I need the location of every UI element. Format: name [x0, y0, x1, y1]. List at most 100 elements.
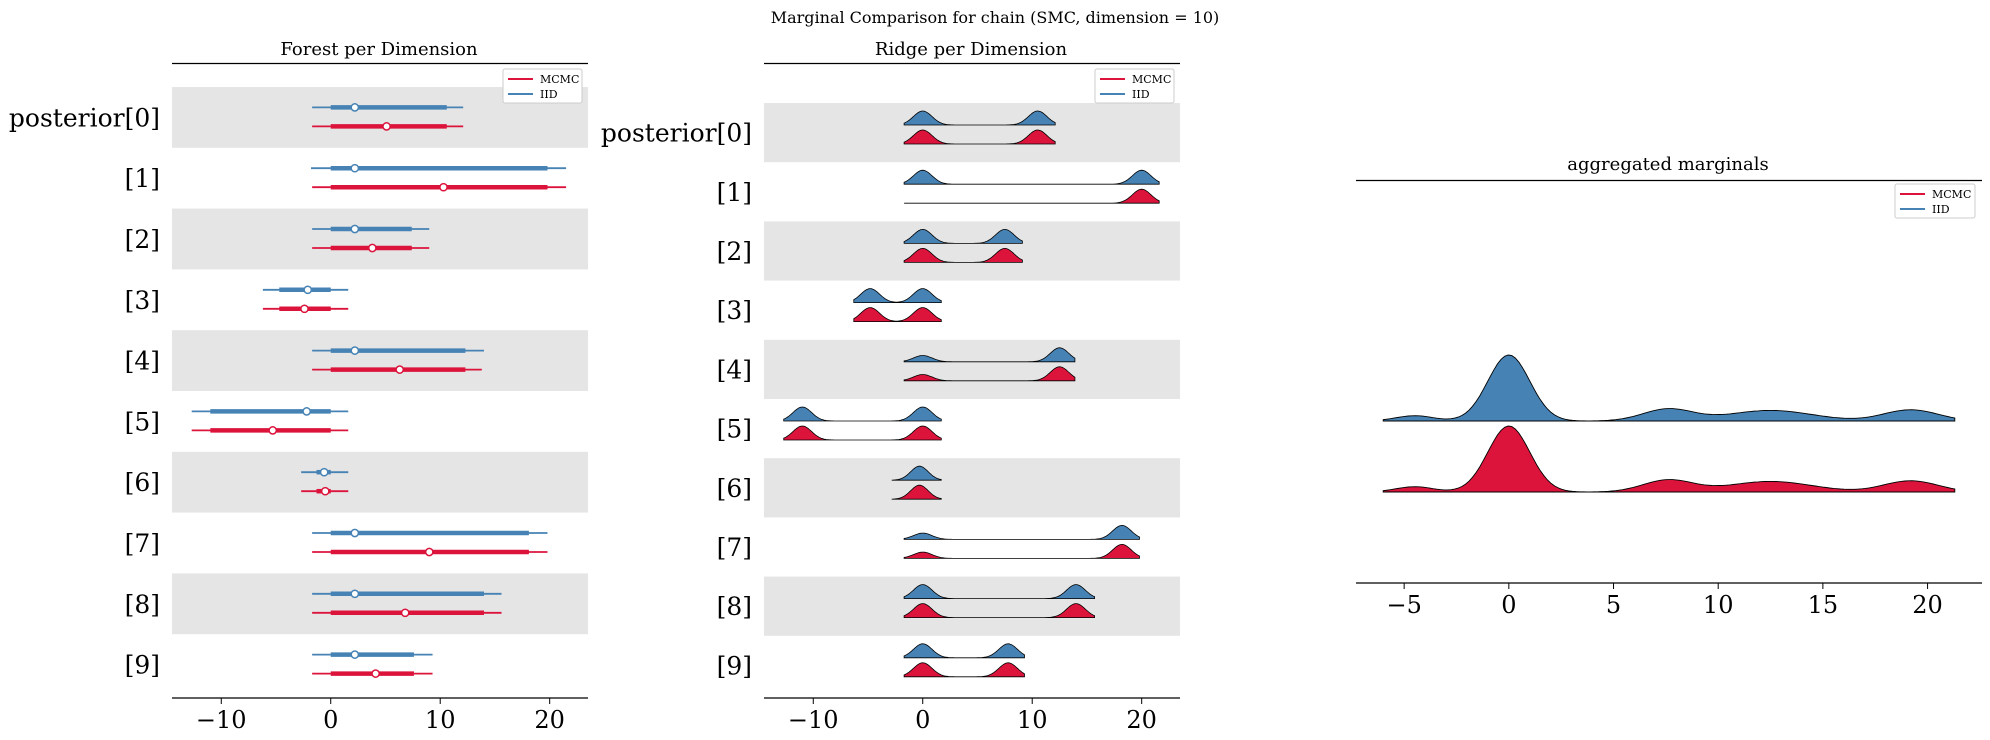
forest-x-tick-label: 20 [534, 706, 565, 734]
forest-band [172, 208, 588, 270]
aggregated-x-tick-label: 0 [1501, 591, 1516, 619]
forest-median-point [350, 163, 360, 173]
forest-row-label: [6] [125, 468, 160, 497]
ridge-mcmc-density [903, 603, 1095, 618]
aggregated-x-tick-label: 15 [1808, 591, 1839, 619]
ridge-band [764, 339, 1180, 399]
ridge-mcmc-density [903, 248, 1023, 263]
ridge-panel: Ridge per Dimension posterior[0] [1] [2] [3… [601, 39, 1180, 734]
forest-median-point [350, 589, 360, 599]
forest-x-tick-label: 0 [323, 706, 338, 734]
forest-row-label: [4] [125, 347, 160, 376]
forest-median-point [439, 182, 448, 192]
legend-label-iid: IID [540, 88, 558, 101]
forest-band [172, 573, 588, 635]
ridge-band [764, 103, 1180, 163]
ridge-mcmc-density [783, 425, 942, 441]
forest-median-point [367, 243, 377, 253]
ridge-x-tick-label: 10 [1017, 706, 1048, 734]
ridge-iid-density [903, 584, 1095, 599]
forest-row-label: [8] [125, 590, 160, 619]
ridge-mcmc-density [891, 484, 942, 500]
ridge-row-label: [7] [717, 533, 752, 562]
forest-median-point [395, 365, 405, 374]
forest-median-point [382, 122, 391, 131]
aggregated-x-tick-label: −5 [1386, 591, 1421, 619]
ridge-iid-density [903, 169, 1160, 185]
forest-median-point [320, 486, 330, 496]
aggregated-density-iid [1382, 354, 1956, 422]
legend-label-mcmc: MCMC [1132, 73, 1171, 86]
legend-label-mcmc: MCMC [1932, 188, 1971, 201]
ridge-iid-density [903, 347, 1076, 363]
forest-median-point [400, 608, 410, 618]
ridge-row-label: [3] [717, 296, 752, 325]
aggregated-x-tick-label: 20 [1912, 591, 1943, 619]
forest-median-point [300, 304, 309, 314]
ridge-row-label: [4] [717, 355, 752, 384]
ridge-x-tick-label: −10 [788, 706, 839, 734]
forest-x-tick-label: −10 [196, 706, 247, 734]
forest-median-point [268, 426, 278, 435]
ridge-row-label: [1] [717, 178, 752, 207]
aggregated-title: aggregated marginals [1567, 154, 1768, 175]
figure-title: Marginal Comparison for chain (SMC, dime… [771, 8, 1220, 27]
ridge-iid-density [903, 229, 1023, 244]
aggregated-x-tick-label: 10 [1703, 591, 1734, 619]
ridge-band [764, 576, 1180, 636]
forest-row-label: posterior[0] [9, 103, 160, 132]
ridge-mcmc-density [903, 366, 1076, 382]
aggregated-density-mcmc [1382, 425, 1956, 493]
forest-panel: Forest per Dimension posterior[0] [1] [2] [… [9, 39, 588, 734]
ridge-row-label: posterior[0] [601, 119, 752, 148]
forest-median-point [319, 467, 329, 477]
legend: MCMC IID [1094, 68, 1175, 104]
forest-band [172, 451, 588, 513]
ridge-row-label: [9] [717, 651, 752, 680]
forest-median-point [371, 669, 380, 678]
forest-row-label: [9] [125, 651, 160, 680]
ridge-iid-density [853, 288, 942, 303]
ridge-band [764, 458, 1180, 518]
legend: MCMC IID [1894, 183, 1976, 219]
ridge-title: Ridge per Dimension [875, 39, 1068, 60]
ridge-iid-density [903, 110, 1056, 126]
forest-row-label: [2] [125, 225, 160, 254]
forest-median-point [350, 650, 360, 659]
ridge-mcmc-density [903, 662, 1025, 678]
ridge-row-label: [2] [717, 237, 752, 266]
ridge-iid-density [783, 406, 942, 422]
forest-row-label: [5] [125, 407, 160, 436]
legend: MCMC IID [502, 68, 583, 104]
forest-row-label: [7] [125, 529, 160, 558]
ridge-mcmc-density [853, 307, 942, 322]
forest-row-label: [1] [125, 164, 160, 193]
forest-median-point [350, 224, 360, 234]
ridge-row-label: [6] [717, 474, 752, 503]
forest-median-point [303, 285, 313, 295]
ridge-x-tick-label: 20 [1126, 706, 1157, 734]
aggregated-panel: aggregated marginals −5 0 5 10 15 20 MCMC IID [1356, 154, 1982, 619]
ridge-x-tick-label: 0 [915, 706, 930, 734]
forest-median-point [302, 407, 312, 416]
forest-median-point [424, 547, 434, 557]
ridge-iid-density [891, 465, 942, 481]
forest-median-point [350, 346, 360, 355]
forest-x-tick-label: 10 [425, 706, 456, 734]
ridge-iid-density [903, 643, 1025, 659]
ridge-row-label: [5] [717, 415, 752, 444]
ridge-iid-density [903, 524, 1140, 540]
legend-label-mcmc: MCMC [540, 73, 579, 86]
forest-median-point [350, 528, 360, 538]
ridge-mcmc-density [903, 129, 1056, 145]
ridge-band [764, 221, 1180, 281]
forest-median-point [350, 103, 360, 112]
forest-row-label: [3] [125, 286, 160, 315]
ridge-mcmc-density [904, 188, 1160, 204]
forest-band [172, 330, 588, 391]
legend-label-iid: IID [1132, 88, 1150, 101]
forest-title: Forest per Dimension [280, 39, 478, 60]
aggregated-x-tick-label: 5 [1606, 591, 1621, 619]
ridge-row-label: [8] [717, 592, 752, 621]
